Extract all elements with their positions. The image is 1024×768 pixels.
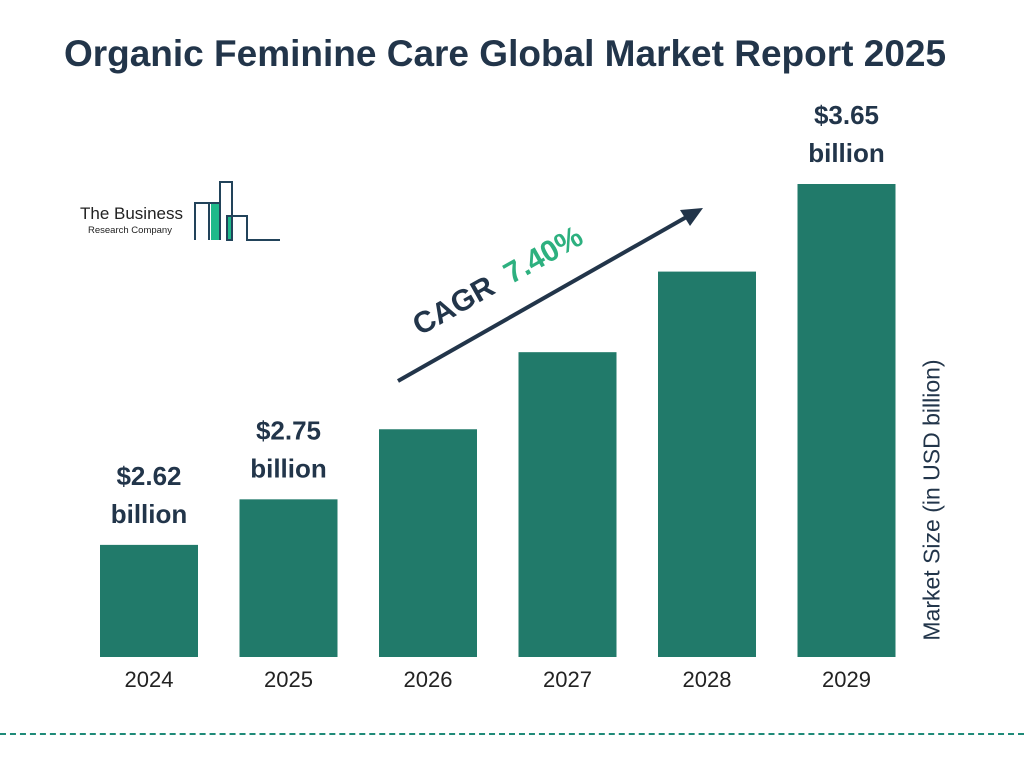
data-label-2025: billion [250, 453, 327, 483]
bar-2027 [518, 352, 617, 657]
bar-2028 [658, 271, 756, 657]
bar-2025 [239, 499, 338, 657]
data-label-2025: $2.75 [256, 415, 321, 445]
chart-title: Organic Feminine Care Global Market Repo… [63, 33, 947, 74]
logo-buildings-icon [194, 181, 280, 241]
x-tick-label: 2025 [264, 667, 313, 692]
x-tick-label: 2027 [543, 667, 592, 692]
y-axis-label: Market Size (in USD billion) [918, 359, 945, 641]
cagr-arrowhead-icon [680, 208, 703, 226]
footer-divider [0, 733, 1024, 735]
company-logo: The Business Research Company [78, 180, 283, 245]
x-tick-label: 2026 [404, 667, 453, 692]
data-label-2024: $2.62 [116, 461, 181, 491]
x-tick-label: 2028 [683, 667, 732, 692]
data-label-2029: billion [808, 138, 885, 168]
data-label-2024: billion [111, 499, 188, 529]
x-tick-label: 2029 [822, 667, 871, 692]
cagr-arrow [397, 213, 691, 383]
bar-2024 [100, 544, 198, 657]
x-tick-label: 2024 [125, 667, 174, 692]
logo-text-line1: The Business [80, 204, 183, 223]
bar-2026 [379, 429, 477, 657]
data-label-2029: $3.65 [814, 100, 879, 130]
bar-2029 [797, 184, 896, 657]
logo-text-line2: Research Company [88, 225, 172, 236]
